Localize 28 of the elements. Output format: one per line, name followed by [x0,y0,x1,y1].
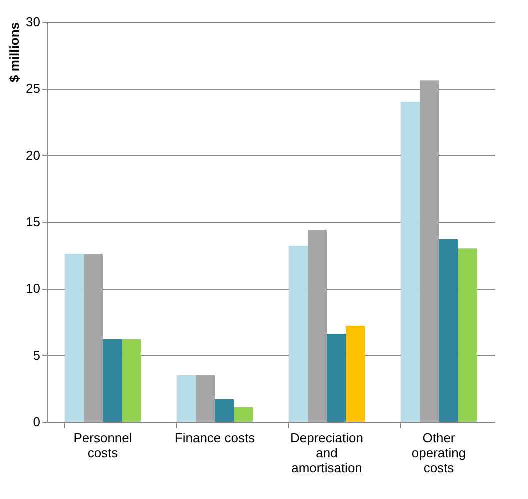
bar [346,326,366,422]
bar [458,248,478,422]
x-tick-label: Other operating costs [412,430,466,476]
bar [196,375,215,422]
bar [308,230,327,422]
y-tick-label: 5 [33,348,40,363]
bar [64,254,84,422]
bar [288,246,308,422]
y-tick-label: 0 [33,414,40,430]
bar [122,339,142,422]
bar [234,407,254,422]
bar [103,339,122,422]
y-tick-label: 10 [26,281,40,296]
bar [84,254,103,422]
y-tick-label: 20 [26,148,40,163]
x-tick-label: Personnel costs [74,430,132,460]
y-tick-label: 15 [26,214,40,230]
bar [176,375,196,422]
y-axis-title: $ millions [7,22,22,82]
bar [327,334,346,422]
bar [400,102,420,422]
bar [215,399,234,422]
y-tick-label: 25 [26,81,40,96]
bar [439,239,458,422]
x-tick-label: Finance costs [174,430,256,446]
bar [420,80,439,422]
y-tick-label: 30 [26,14,40,30]
x-tick-label: Depreciation and amortisation [290,430,364,476]
